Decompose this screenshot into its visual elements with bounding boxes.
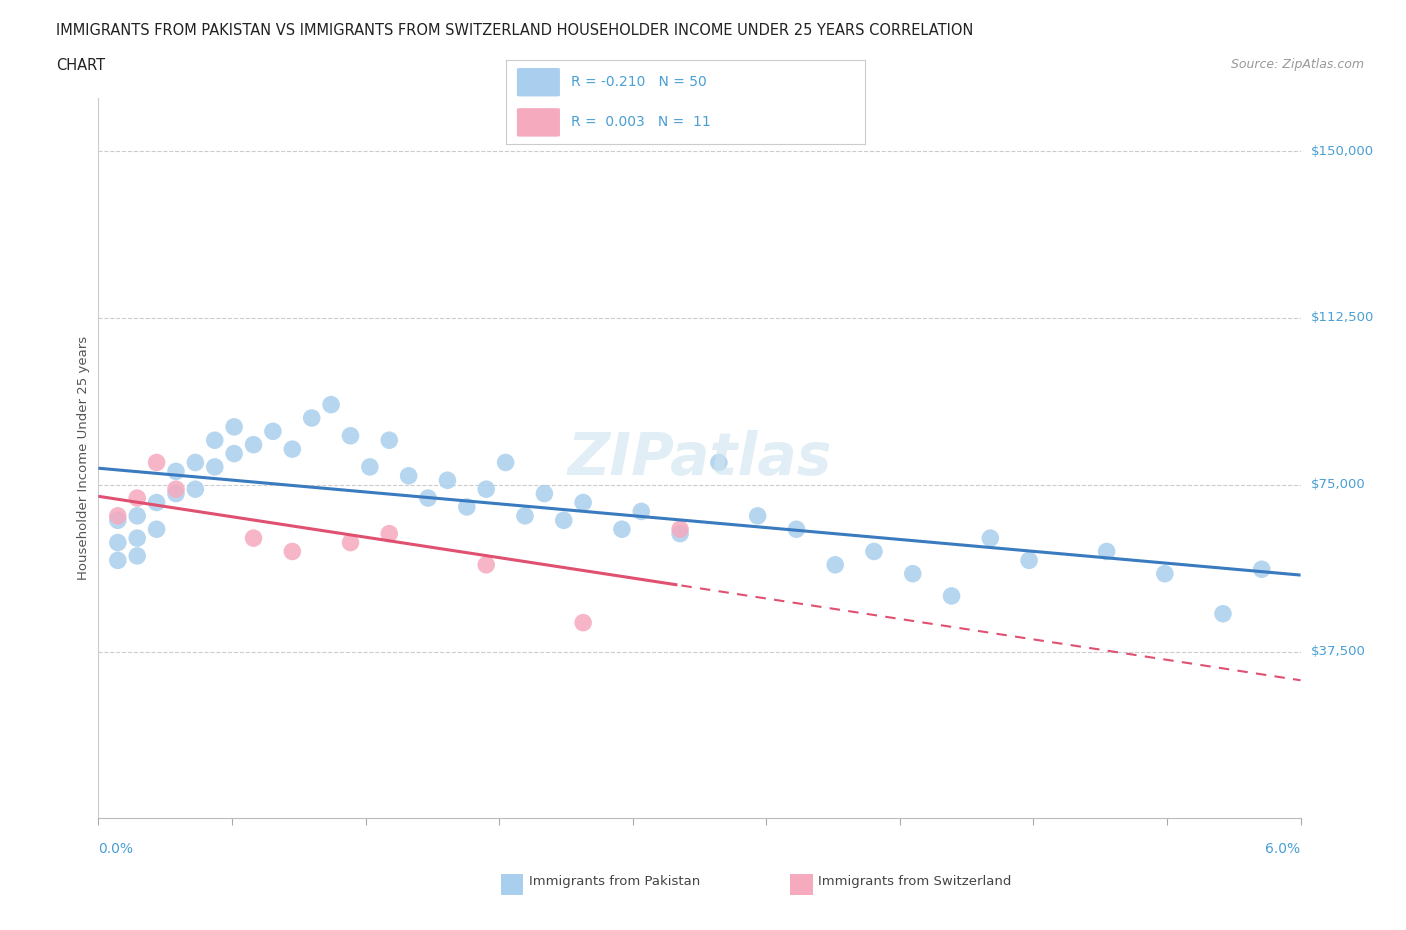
Point (901, 566, 924, 581)
Point (1250, 562, 1272, 577)
Point (224, 419, 246, 434)
Point (416, 491, 439, 506)
Point (669, 526, 692, 541)
FancyBboxPatch shape (517, 68, 560, 97)
Point (359, 459, 381, 474)
Point (1212, 606, 1234, 621)
Point (378, 526, 401, 541)
Text: 0.0%: 0.0% (98, 842, 134, 856)
Point (398, 469, 420, 484)
Point (456, 499, 478, 514)
Point (204, 459, 226, 474)
Point (572, 495, 595, 510)
Point (863, 544, 886, 559)
Point (669, 522, 692, 537)
Point (281, 442, 304, 457)
FancyBboxPatch shape (517, 108, 560, 137)
Text: Source: ZipAtlas.com: Source: ZipAtlas.com (1230, 58, 1364, 71)
Point (979, 531, 1001, 546)
Point (436, 472, 458, 487)
Text: $75,000: $75,000 (1310, 478, 1365, 491)
Point (242, 531, 264, 546)
Point (378, 432, 401, 447)
Point (301, 410, 323, 425)
Point (127, 509, 149, 524)
Point (1095, 544, 1118, 559)
Text: Immigrants from Pakistan: Immigrants from Pakistan (529, 875, 700, 888)
Point (475, 557, 498, 572)
Point (339, 535, 361, 550)
Point (572, 616, 595, 631)
Point (145, 522, 167, 537)
Point (339, 429, 361, 444)
Point (242, 437, 264, 452)
Point (127, 491, 149, 506)
Point (553, 512, 575, 527)
Point (184, 455, 207, 470)
Point (319, 397, 342, 412)
Y-axis label: Householder Income Under 25 years: Householder Income Under 25 years (77, 336, 90, 580)
Point (165, 486, 187, 501)
Point (747, 509, 769, 524)
Text: 6.0%: 6.0% (1265, 842, 1301, 856)
Point (495, 455, 517, 470)
Text: Immigrants from Switzerland: Immigrants from Switzerland (818, 875, 1012, 888)
Point (1153, 566, 1175, 581)
Point (533, 486, 555, 501)
Text: CHART: CHART (56, 58, 105, 73)
Point (165, 464, 187, 479)
Point (127, 531, 149, 546)
Point (475, 482, 498, 497)
Point (1018, 553, 1040, 568)
Point (785, 522, 807, 537)
Point (630, 504, 652, 519)
Point (824, 557, 846, 572)
Text: $112,500: $112,500 (1310, 312, 1374, 325)
Point (127, 549, 149, 564)
Point (184, 482, 207, 497)
Point (107, 535, 129, 550)
Text: $37,500: $37,500 (1310, 645, 1365, 658)
Point (281, 544, 304, 559)
Point (107, 553, 129, 568)
Text: R =  0.003   N =  11: R = 0.003 N = 11 (571, 115, 710, 129)
Point (165, 482, 187, 497)
Point (145, 455, 167, 470)
Point (224, 446, 246, 461)
Text: ZIPatlas: ZIPatlas (567, 430, 832, 486)
Point (107, 512, 129, 527)
Point (204, 432, 226, 447)
Text: R = -0.210   N = 50: R = -0.210 N = 50 (571, 75, 706, 89)
Text: $150,000: $150,000 (1310, 144, 1374, 157)
Point (145, 495, 167, 510)
Point (941, 589, 963, 604)
Point (262, 424, 284, 439)
Text: IMMIGRANTS FROM PAKISTAN VS IMMIGRANTS FROM SWITZERLAND HOUSEHOLDER INCOME UNDER: IMMIGRANTS FROM PAKISTAN VS IMMIGRANTS F… (56, 23, 973, 38)
Point (707, 455, 730, 470)
Point (107, 509, 129, 524)
Point (513, 509, 536, 524)
Point (610, 522, 633, 537)
